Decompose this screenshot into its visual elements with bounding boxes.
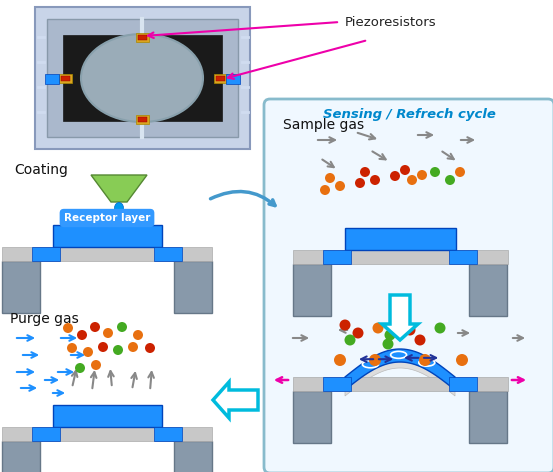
Circle shape bbox=[63, 323, 73, 333]
Circle shape bbox=[113, 345, 123, 355]
FancyArrow shape bbox=[213, 382, 258, 418]
Circle shape bbox=[128, 342, 138, 352]
Circle shape bbox=[133, 330, 143, 340]
Polygon shape bbox=[345, 349, 455, 390]
Bar bbox=[216, 76, 225, 81]
Circle shape bbox=[145, 343, 155, 353]
Polygon shape bbox=[47, 19, 238, 137]
Text: Sensing / Refrech cycle: Sensing / Refrech cycle bbox=[322, 108, 495, 121]
Bar bbox=[138, 117, 147, 122]
Bar bbox=[53, 225, 162, 247]
Circle shape bbox=[383, 338, 394, 349]
Circle shape bbox=[360, 167, 370, 177]
Circle shape bbox=[117, 322, 127, 332]
Bar bbox=[293, 264, 331, 316]
Circle shape bbox=[91, 360, 101, 370]
Bar bbox=[32, 247, 60, 261]
Bar bbox=[214, 74, 227, 83]
Circle shape bbox=[407, 175, 417, 185]
Bar bbox=[136, 33, 149, 42]
Circle shape bbox=[404, 325, 415, 336]
Polygon shape bbox=[345, 362, 455, 396]
Circle shape bbox=[430, 167, 440, 177]
Bar bbox=[32, 427, 60, 441]
Circle shape bbox=[83, 347, 93, 357]
Text: Receptor layer: Receptor layer bbox=[64, 213, 150, 223]
Circle shape bbox=[335, 181, 345, 191]
Circle shape bbox=[373, 322, 383, 334]
Circle shape bbox=[77, 330, 87, 340]
Circle shape bbox=[369, 354, 381, 366]
Bar bbox=[45, 74, 59, 84]
Circle shape bbox=[390, 171, 400, 181]
Ellipse shape bbox=[114, 202, 123, 213]
Polygon shape bbox=[63, 35, 222, 121]
Bar bbox=[469, 264, 507, 316]
Bar bbox=[53, 405, 162, 427]
Bar bbox=[2, 247, 212, 261]
Circle shape bbox=[419, 354, 431, 366]
Circle shape bbox=[352, 328, 363, 338]
Circle shape bbox=[320, 185, 330, 195]
Circle shape bbox=[334, 354, 346, 366]
Circle shape bbox=[455, 167, 465, 177]
Circle shape bbox=[75, 363, 85, 373]
Circle shape bbox=[340, 320, 351, 330]
Bar bbox=[61, 76, 70, 81]
FancyBboxPatch shape bbox=[264, 99, 553, 472]
Circle shape bbox=[417, 170, 427, 180]
Bar bbox=[2, 441, 40, 472]
Bar bbox=[154, 247, 182, 261]
Bar bbox=[323, 250, 351, 264]
Polygon shape bbox=[35, 7, 250, 149]
Circle shape bbox=[345, 335, 356, 346]
Circle shape bbox=[400, 165, 410, 175]
Bar bbox=[174, 261, 212, 313]
Bar bbox=[293, 377, 508, 391]
Circle shape bbox=[67, 343, 77, 353]
Circle shape bbox=[415, 335, 425, 346]
Text: Purge gas: Purge gas bbox=[10, 312, 79, 326]
Bar bbox=[2, 427, 212, 441]
Circle shape bbox=[370, 175, 380, 185]
Circle shape bbox=[103, 328, 113, 338]
Ellipse shape bbox=[81, 34, 203, 122]
Circle shape bbox=[445, 175, 455, 185]
Bar bbox=[323, 377, 351, 391]
Polygon shape bbox=[91, 175, 147, 202]
Bar bbox=[2, 261, 40, 313]
Circle shape bbox=[355, 178, 365, 188]
Circle shape bbox=[90, 322, 100, 332]
Circle shape bbox=[325, 173, 335, 183]
Bar bbox=[293, 391, 331, 443]
Bar bbox=[449, 250, 477, 264]
Text: Coating: Coating bbox=[14, 163, 68, 177]
Circle shape bbox=[435, 322, 446, 334]
Circle shape bbox=[456, 354, 468, 366]
Text: Sample gas: Sample gas bbox=[283, 118, 364, 132]
Circle shape bbox=[384, 329, 395, 340]
Bar bbox=[138, 35, 147, 40]
Circle shape bbox=[98, 342, 108, 352]
FancyArrow shape bbox=[382, 295, 418, 340]
Bar bbox=[226, 74, 240, 84]
Bar bbox=[154, 427, 182, 441]
Bar bbox=[174, 441, 212, 472]
Bar bbox=[345, 228, 456, 250]
Bar bbox=[59, 74, 72, 83]
Bar bbox=[136, 115, 149, 124]
Bar bbox=[293, 250, 508, 264]
Bar bbox=[469, 391, 507, 443]
Text: Piezoresistors: Piezoresistors bbox=[345, 16, 437, 29]
Bar bbox=[449, 377, 477, 391]
